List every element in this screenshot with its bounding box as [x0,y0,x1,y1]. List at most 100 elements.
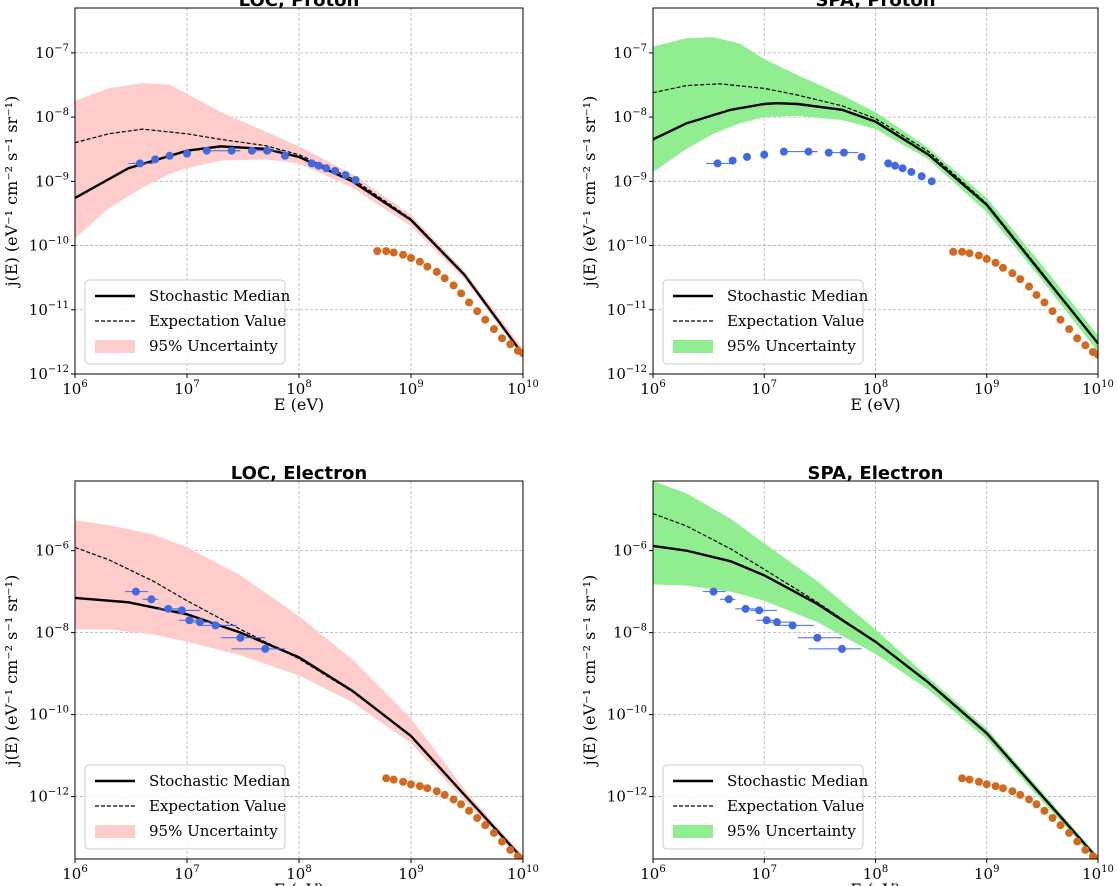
blue-data-point [147,595,156,604]
orange-data-point [965,249,974,258]
blue-data-point [135,159,144,168]
y-axis-label: j(E) (eV⁻¹ cm⁻² s⁻¹ sr⁻¹) [2,96,21,289]
orange-data-point [399,777,408,786]
blue-data-point [247,146,256,155]
x-tick-label: 1010 [507,379,539,398]
y-tick-label: 10−10 [607,236,647,255]
blue-data-point [281,151,290,160]
x-tick-label: 107 [752,864,777,883]
orange-data-point [1040,298,1049,307]
orange-data-point [389,775,398,784]
blue-data-point [891,161,900,170]
orange-data-point [974,251,983,260]
x-tick-label: 106 [640,864,665,883]
orange-data-point [965,775,974,784]
orange-data-point [1008,787,1017,796]
legend-label: 95% Uncertainty [149,822,278,840]
blue-data-point [131,587,140,596]
blue-data-point [813,633,822,642]
y-tick-label: 10−8 [35,623,69,642]
x-tick-label: 108 [863,379,888,398]
blue-data-point [227,146,236,155]
plot-area [75,520,523,859]
orange-data-point [1040,806,1049,815]
blue-data-point [165,151,174,160]
y-tick-label: 10−12 [607,787,647,806]
orange-data-point [415,257,424,266]
blue-data-point [907,167,916,176]
orange-data-point [407,780,415,789]
legend-label: Expectation Value [727,312,864,330]
legend-band-swatch [673,825,713,838]
orange-data-point [999,263,1008,272]
median-line [653,101,1098,345]
blue-data-point [728,156,737,165]
orange-data-point [373,247,382,256]
uncertainty-band [75,520,523,859]
orange-data-point [432,787,441,796]
blue-data-point [195,618,204,627]
chart-panel-3: 106 107 108 109 1010 10−12 10−10 10−8 10−6 LOC, E… [2,463,539,886]
y-tick-label: 10−8 [35,107,69,126]
orange-data-point [1056,315,1065,324]
y-tick-label: 10−11 [29,300,69,319]
blue-data-point [824,148,833,157]
orange-data-point [1048,307,1057,316]
legend-label: Stochastic Median [149,772,291,790]
orange-data-point [473,814,482,823]
orange-data-point [489,828,498,837]
y-tick-label: 10−10 [29,236,69,255]
chart-panel-2: 106 107 108 109 1010 10−12 10−11 10−10 10−9 10−8 1… [580,0,1114,414]
x-tick-label: 109 [398,379,423,398]
orange-data-point [1094,350,1098,359]
blue-data-point [183,149,191,158]
orange-data-point [489,325,498,334]
legend: Stochastic Median Expectation Value 95% Un… [84,279,291,365]
uncertainty-band [653,37,1098,353]
blue-data-point [202,146,211,155]
orange-data-point [440,274,449,283]
y-tick-label: 10−7 [613,43,647,62]
blue-data-point [804,147,813,156]
y-tick-label: 10−7 [35,43,69,62]
orange-data-point [982,780,991,789]
orange-data-point [949,247,958,256]
orange-data-point [473,307,482,316]
blue-data-point [755,606,764,615]
blue-data-point [709,587,718,596]
blue-data-point [762,616,771,625]
legend: Stochastic Median Expectation Value 95% Un… [662,764,869,850]
x-tick-label: 108 [863,864,888,883]
blue-data-point [917,172,926,181]
orange-data-point [974,777,983,786]
blue-data-point [838,644,847,653]
blue-data-point [263,146,272,155]
orange-data-point [449,281,458,290]
y-tick-label: 10−11 [607,300,647,319]
blue-data-point [741,604,750,613]
legend-label: Expectation Value [727,797,864,815]
plot-area [653,481,1098,859]
legend-label: Expectation Value [149,797,286,815]
blue-data-point [341,171,350,180]
blue-data-point [743,152,752,161]
orange-data-point [440,790,449,799]
orange-data-point [457,289,466,298]
y-tick-label: 10−9 [613,171,647,190]
orange-data-point [382,247,391,256]
blue-data-point [164,604,173,613]
orange-data-point [1048,814,1057,823]
blue-data-point [177,606,186,615]
blue-data-point [151,155,160,164]
plot-area [75,82,523,358]
blue-data-point [898,164,907,173]
blue-data-point [261,644,270,653]
plot-area [653,37,1098,359]
blue-data-point [211,621,220,630]
x-tick-label: 108 [286,379,311,398]
legend-label: Stochastic Median [727,287,869,305]
orange-data-point [1016,275,1025,284]
orange-data-point [423,784,432,793]
x-axis-label: E (eV) [850,395,900,414]
x-axis-label: E (eV) [850,880,900,886]
